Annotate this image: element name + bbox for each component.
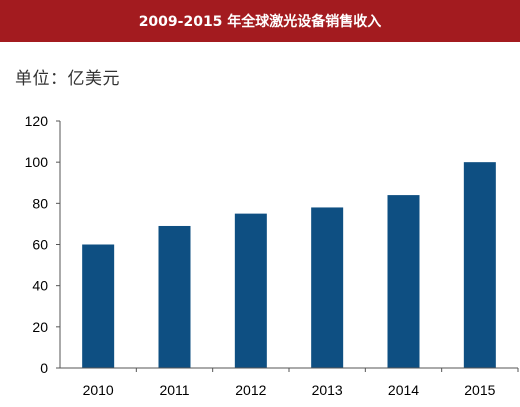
- x-axis-ticks: 2010 2011 2012 2013 2014 2015: [83, 368, 519, 398]
- y-tick-label: 80: [32, 195, 48, 211]
- y-axis-ticks: 0 20 40 60 80 100 120: [25, 113, 60, 376]
- y-tick-label: 60: [32, 237, 48, 253]
- chart-title: 2009-2015 年全球激光设备销售收入: [138, 14, 382, 30]
- bar-2011: [158, 225, 191, 368]
- bar-2015: [463, 162, 496, 368]
- bar-2013: [311, 207, 344, 368]
- x-tick-label: 2010: [83, 382, 114, 398]
- y-tick-label: 100: [25, 154, 49, 170]
- y-tick-label: 40: [32, 278, 48, 294]
- y-tick-label: 120: [25, 113, 49, 129]
- bars: [82, 162, 496, 368]
- x-tick-label: 2011: [159, 382, 189, 398]
- x-tick-label: 2012: [235, 382, 266, 398]
- bar-2012: [234, 213, 267, 368]
- x-tick-label: 2015: [464, 382, 495, 398]
- x-tick-label: 2013: [312, 382, 343, 398]
- y-tick-label: 0: [40, 360, 48, 376]
- x-tick-label: 2014: [388, 382, 419, 398]
- y-tick-label: 20: [32, 319, 48, 335]
- bar-2014: [387, 195, 420, 368]
- unit-label: 单位：亿美元: [15, 69, 120, 89]
- bar-2010: [82, 244, 115, 368]
- chart-title-bar: 2009-2015 年全球激光设备销售收入: [0, 0, 520, 42]
